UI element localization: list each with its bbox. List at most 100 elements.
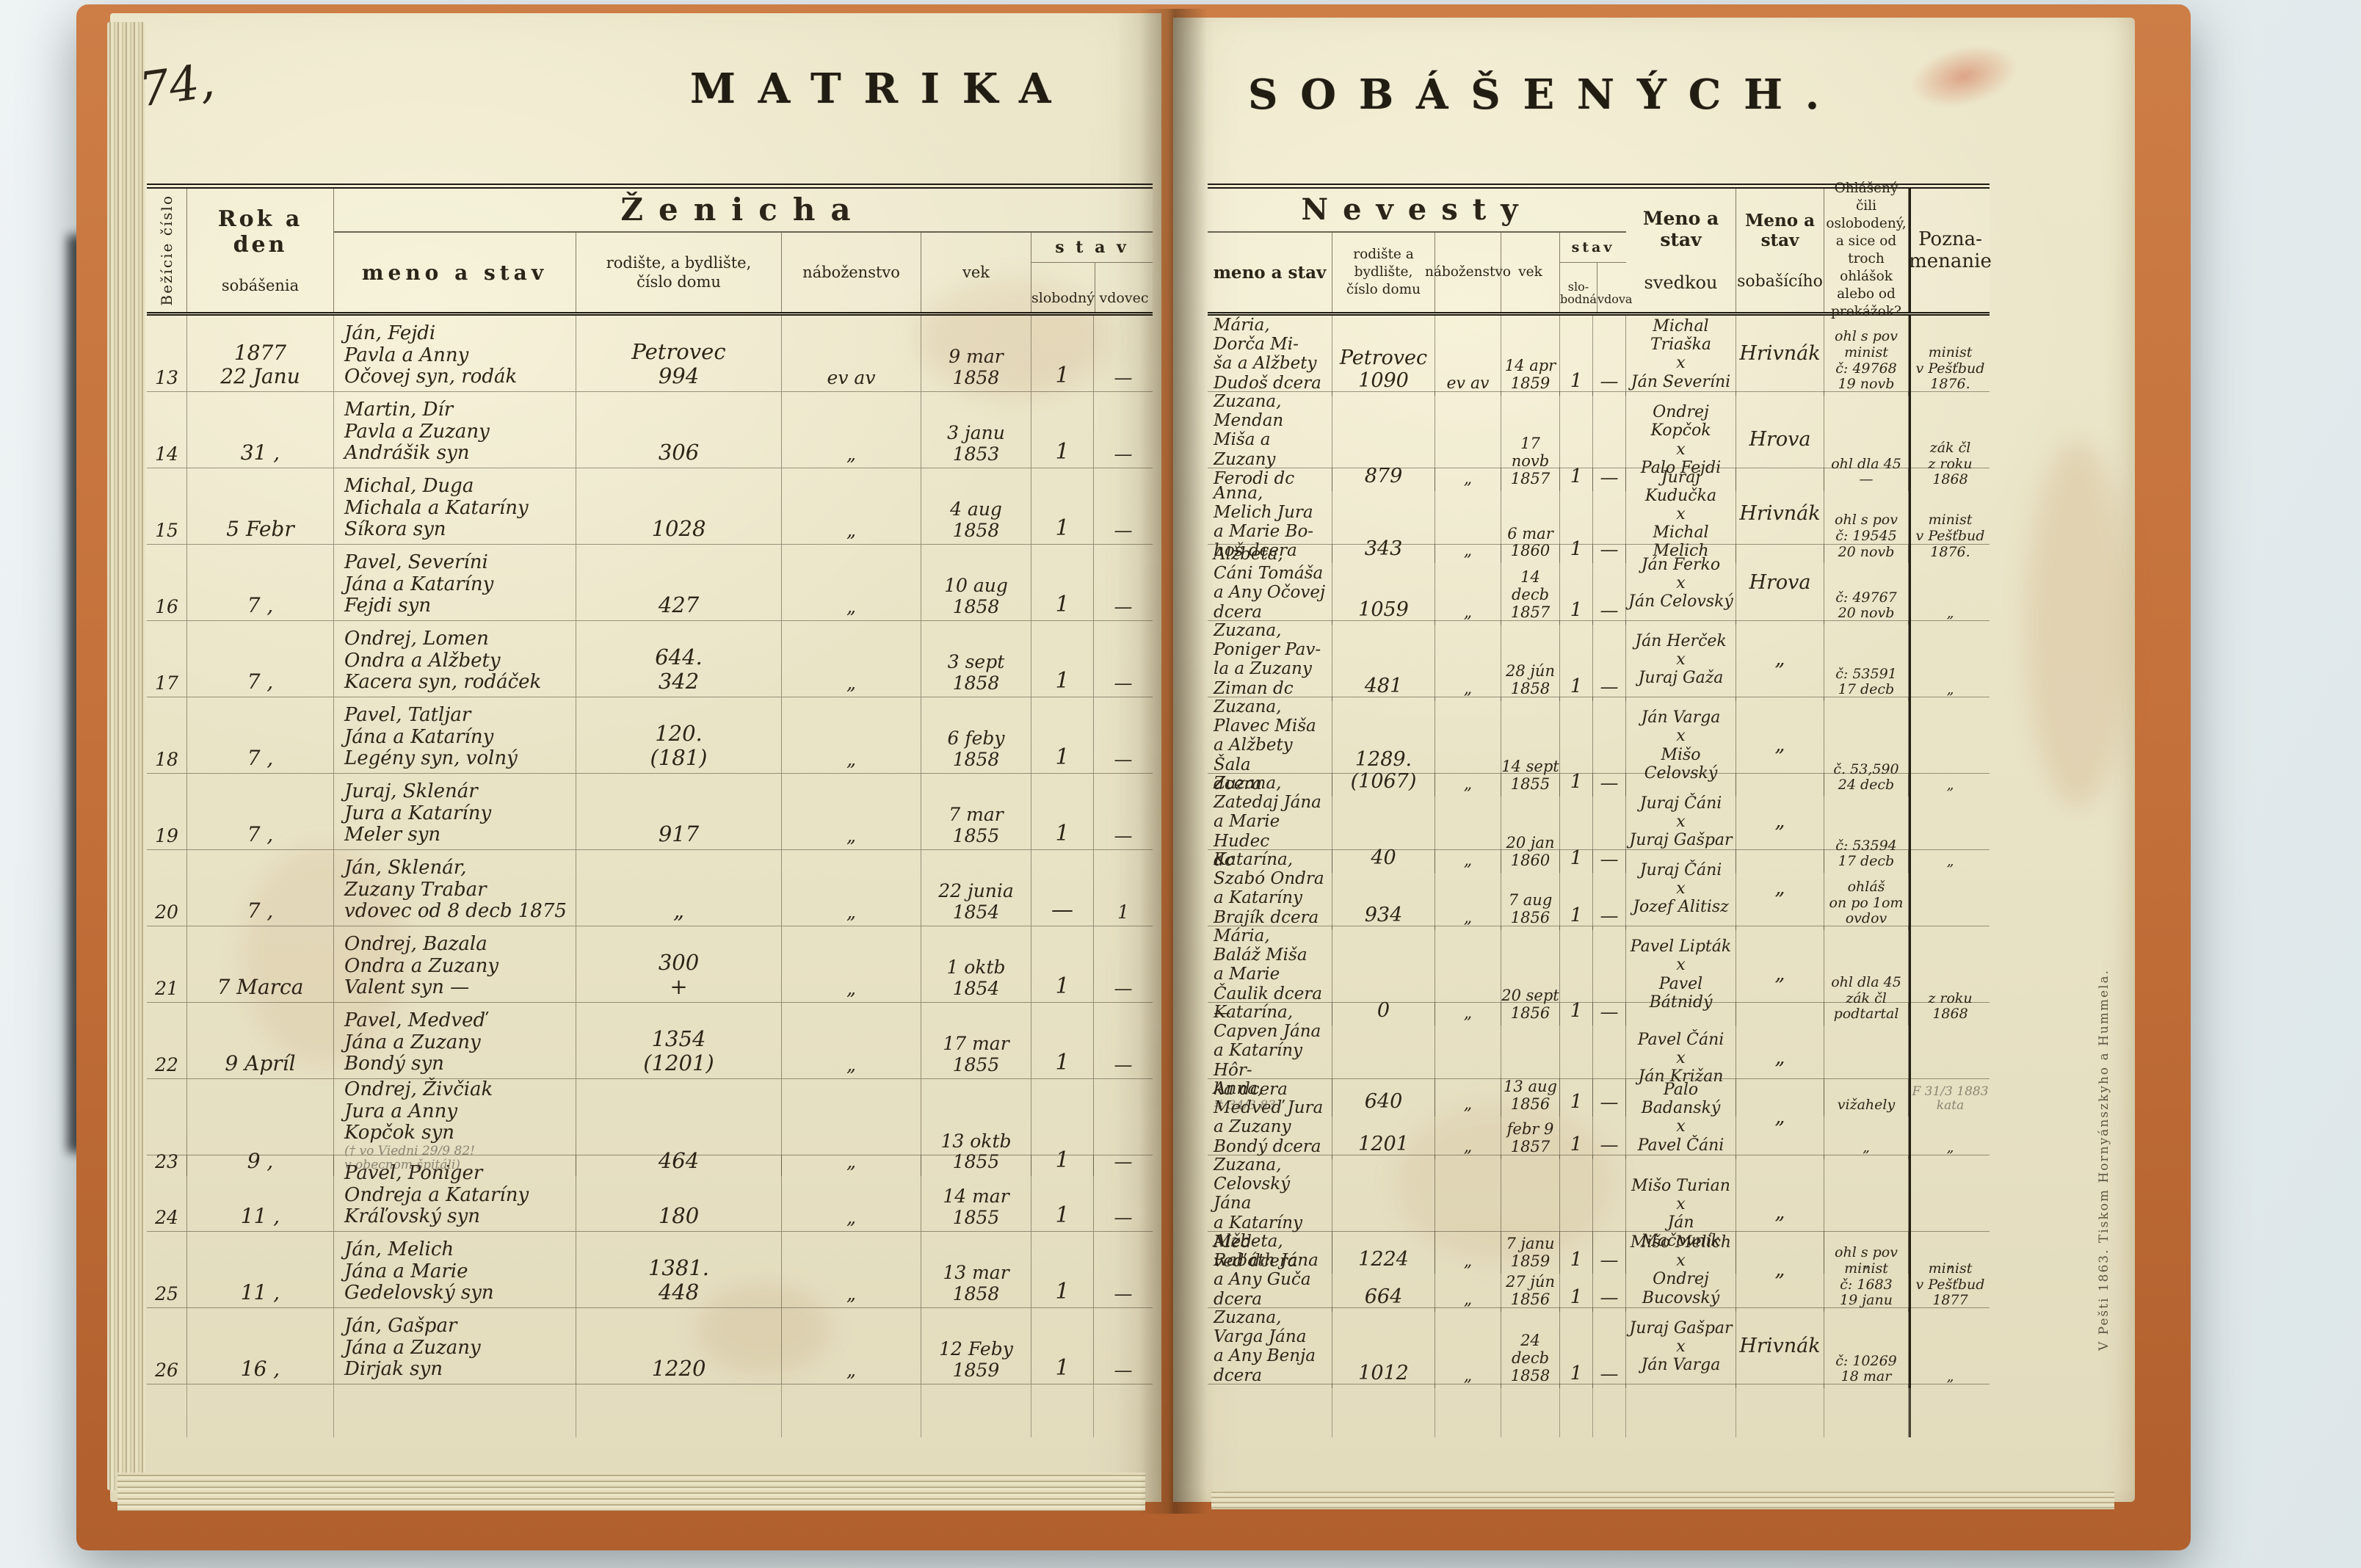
groom-name: Ondrej, Bazala Ondra a Zuzany Valent syn… [334,926,576,1002]
bride-birthdate: 20 sept 1856 [1501,926,1560,1026]
bride-row: Mária, Baláž Miša a Marie Čaulik dcera —… [1208,926,1990,1026]
bride-group-title: Nevesty [1208,189,1626,233]
bride-birthdate: 28 jún 1858 [1501,621,1560,701]
bride-house-number: Petrovec 1090 [1332,316,1435,396]
groom-row: 13 1877 22 Janu Ján, Fejdi Pavla a Anny … [147,316,1153,392]
header-groom-single: slobodný [1031,263,1096,312]
groom-name-text: Ondrej, Bazala Ondra a Zuzany Valent syn… [344,933,499,999]
bride-religion: „ [1435,1079,1501,1159]
groom-status-single: 1 [1031,621,1094,697]
groom-status-single: 1 [1031,1155,1094,1231]
groom-name: Martin, Dír Pavla a Zuzany Andrášik syn [334,392,576,468]
header-witness-bottom: svedkou [1644,272,1718,293]
remark-text: z roku 1868 [1928,990,1973,1023]
banns-note: ohl s pov minist č: 1683 19 janu [1824,1232,1909,1312]
marriage-date: 11 , [187,1232,334,1307]
groom-birthdate: 3 janu 1853 [921,392,1031,468]
header-officiant-bottom: sobašícího [1737,272,1823,291]
remark: z roku 1868 [1909,926,1990,1026]
bride-status-widow: — [1593,1232,1626,1312]
remark: „ [1909,1308,1990,1388]
running-number: 15 [147,468,187,544]
witness-names: Pavel Lipták x Pavel Bátnidý [1626,926,1736,1026]
officiant-name: „ [1736,850,1824,930]
bride-row: Katarína, Capven Jána a Kataríny Hôr- ka… [1208,1003,1990,1117]
header-groom-widower: vdovec [1099,290,1149,307]
bride-name: Katarína, Capven Jána a Kataríny Hôr- ka… [1208,1003,1332,1117]
groom-status-single: 1 [1031,774,1094,849]
groom-status-widower: — [1114,595,1133,617]
groom-status-single: 1 [1031,316,1094,391]
bride-status-widow: — [1593,774,1626,874]
groom-row: 26 16 , Ján, Gašpar Jána a Zuzany Dirjak… [147,1308,1153,1384]
groom-name: Ján, Melich Jána a Marie Gedelovský syn [334,1232,576,1307]
groom-name-text: Ondrej, Živčiak Jura a Anny Kopčok syn [344,1078,493,1144]
header-witness: Meno a stav svedkou [1626,189,1736,312]
groom-name: Juraj, Sklenár Jura a Kataríny Meler syn [334,774,576,849]
groom-status-widower: — [1114,977,1133,999]
groom-row: 20 7 , Ján, Sklenár, Zuzany Trabar vdove… [147,850,1153,926]
groom-table-header: Bežície číslo Rok a den sobášenia Ženich… [147,184,1153,316]
groom-row: 21 7 Marca Ondrej, Bazala Ondra a Zuzany… [147,926,1153,1003]
groom-house-number: 1028 [576,468,782,544]
groom-birthdate: 9 mar 1858 [921,316,1031,391]
bride-house-number: 664 [1332,1232,1435,1312]
groom-religion: „ [782,468,921,544]
bride-birthdate: 6 mar 1860 [1501,468,1560,564]
bride-religion: „ [1435,621,1501,701]
bride-status-widow: — [1593,1155,1626,1274]
groom-house-number: 1381. 448 [576,1232,782,1307]
remark-text: „ [1946,853,1954,870]
witness-names: Ján Varga x Mišo Celovský [1626,697,1736,797]
groom-name: Ondrej, Lomen Ondra a Alžbety Kacera syn… [334,621,576,697]
remark-text: minist v Pešťbud 1876. [1915,512,1985,560]
remark: „ [1909,774,1990,874]
bride-religion: „ [1435,926,1501,1026]
bride-name-text: Zuzana, Zatedaj Jána a Marie Hudec dc [1214,774,1321,870]
banns-note: č: 53594 17 decb [1824,774,1909,874]
marriage-date: 11 , [187,1155,334,1231]
header-bride-status-subs: slo- bodná vdova [1560,263,1632,312]
groom-birthdate: 13 oktb 1855 [921,1079,1031,1176]
groom-status-widower: — [1114,519,1133,541]
marriage-date: 9 Apríl [187,1003,334,1078]
groom-row: 14 31 , Martin, Dír Pavla a Zuzany Andrá… [147,392,1153,468]
bride-status-single: 1 [1560,926,1593,1026]
marriage-date: 7 , [187,545,334,620]
bride-table: Nevesty meno a stav rodište a bydlište, … [1208,181,1992,1437]
groom-status-single: 1 [1031,1003,1094,1078]
bride-name-text: Mária, Baláž Miša a Marie Čaulik dcera — [1214,926,1323,1023]
groom-status-widower: — [1114,1282,1133,1304]
running-number: 14 [147,392,187,468]
bride-row: Zuzana, Plavec Miša a Alžbety Šala dcera… [1208,697,1990,797]
groom-house-number: „ [576,850,782,926]
groom-pencil-note: († vo Viedni 29/9 82! v obecnom špitáli) [344,1143,475,1173]
bride-row: Zuzana, Varga Jána a Any Benja dcera 101… [1208,1308,1990,1388]
bride-status-widow: — [1593,545,1626,625]
groom-name: Ján, Gašpar Jána a Zuzany Dirjak syn [334,1308,576,1384]
groom-birthdate: 4 aug 1858 [921,468,1031,544]
page-stack-edge-bottom-left [117,1473,1145,1511]
officiant-name: „ [1736,926,1824,1026]
running-number: 25 [147,1232,187,1307]
groom-name-text: Pavel, Tatljar Jána a Kataríny Legény sy… [344,704,518,770]
groom-birthdate: 10 aug 1858 [921,545,1031,620]
left-page [110,13,1161,1502]
groom-status-widower: — [1114,443,1133,465]
printer-imprint: V Pešti 1863. Tiskom Hornyánszkyho a Hum… [2097,968,2111,1351]
running-number: 21 [147,926,187,1002]
running-number: 13 [147,316,187,391]
bride-birthdate: 14 decb 1857 [1501,545,1560,625]
banns-note: č: 49767 20 novb [1824,545,1909,625]
bride-table-tail-rules [1208,1384,1990,1437]
bride-name-text: Alžbeta, Cáni Tomáša a Any Očovej dcera [1214,545,1326,622]
groom-status-single: 1 [1031,545,1094,620]
groom-subheaders: meno a stav rodište, a bydlište, číslo d… [334,233,1153,312]
groom-status-widower: — [1114,1359,1133,1381]
bride-table-header: Nevesty meno a stav rodište a bydlište, … [1208,181,1992,319]
remark: minist v Pešťbud 1877 [1909,1232,1990,1312]
header-groom-religion: náboženstvo [782,233,921,312]
bride-table-body: Mária, Dorča Mi- ša a Alžbety Dudoš dcer… [1208,316,1990,1388]
groom-status-widower: — [1114,672,1133,694]
bride-row: Zuzana, Zatedaj Jána a Marie Hudec dc 40… [1208,774,1990,874]
